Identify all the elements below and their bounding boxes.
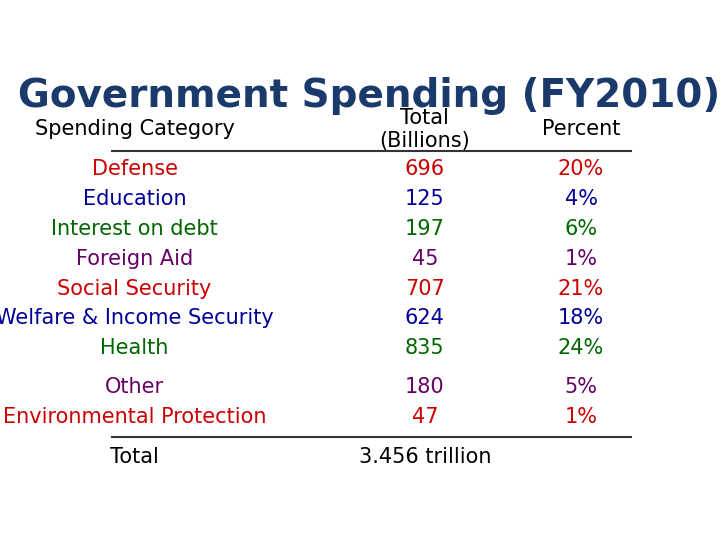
Text: Government Spending (FY2010): Government Spending (FY2010) <box>18 77 720 115</box>
Text: Social Security: Social Security <box>58 279 212 299</box>
Text: Spending Category: Spending Category <box>35 119 235 139</box>
Text: Welfare & Income Security: Welfare & Income Security <box>0 308 274 328</box>
Text: Health: Health <box>101 339 168 359</box>
Text: 4%: 4% <box>564 188 598 208</box>
Text: Defense: Defense <box>91 159 178 179</box>
Text: Environmental Protection: Environmental Protection <box>3 407 266 427</box>
Text: 707: 707 <box>405 279 445 299</box>
Text: Total: Total <box>110 447 159 467</box>
Text: 1%: 1% <box>564 407 598 427</box>
Text: Percent: Percent <box>542 119 620 139</box>
Text: 3.456 trillion: 3.456 trillion <box>359 447 491 467</box>
Text: 47: 47 <box>412 407 438 427</box>
Text: Education: Education <box>83 188 186 208</box>
Text: 180: 180 <box>405 377 445 397</box>
Text: 835: 835 <box>405 339 445 359</box>
Text: Total
(Billions): Total (Billions) <box>379 107 470 151</box>
Text: 5%: 5% <box>564 377 598 397</box>
Text: 24%: 24% <box>558 339 604 359</box>
Text: 21%: 21% <box>558 279 604 299</box>
Text: 197: 197 <box>405 219 445 239</box>
Text: 45: 45 <box>412 248 438 268</box>
Text: Interest on debt: Interest on debt <box>51 219 218 239</box>
Text: Other: Other <box>105 377 164 397</box>
Text: 125: 125 <box>405 188 445 208</box>
Text: 18%: 18% <box>558 308 604 328</box>
Text: Foreign Aid: Foreign Aid <box>76 248 193 268</box>
Text: 696: 696 <box>405 159 445 179</box>
Text: 1%: 1% <box>564 248 598 268</box>
Text: 6%: 6% <box>564 219 598 239</box>
Text: 20%: 20% <box>558 159 604 179</box>
Text: 624: 624 <box>405 308 445 328</box>
